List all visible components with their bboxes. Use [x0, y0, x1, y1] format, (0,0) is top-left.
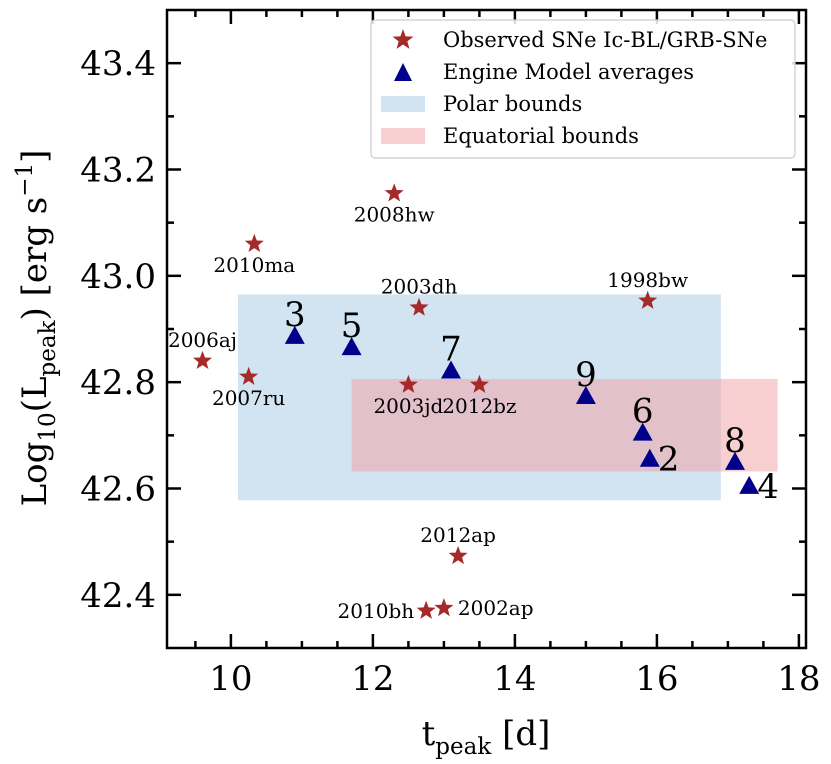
observed-point-2007ru [239, 366, 259, 385]
y-axis-label: Log10(Lpeak) [erg s−1] [12, 150, 61, 507]
observed-label-2003dh: 2003dh [381, 275, 458, 299]
model-point-6 [632, 422, 653, 441]
observed-label-1998bw: 1998bw [607, 268, 688, 292]
legend-label-polar: Polar bounds [443, 92, 582, 116]
observed-point-2010bh [416, 600, 436, 619]
model-point-9 [575, 385, 596, 404]
plot-frame [165, 8, 808, 650]
observed-label-2010ma: 2010ma [213, 253, 295, 277]
model-label-6: 6 [632, 392, 654, 432]
legend-label-models: Engine Model averages [443, 60, 694, 84]
y-tick-label: 42.4 [80, 576, 156, 616]
observed-label-2007ru: 2007ru [212, 386, 285, 410]
observed-label-2010bh: 2010bh [338, 599, 415, 623]
axis-ticks: 10 12 14 16 18 42.4 42.6 42.8 43.0 43.2 43.4 [80, 10, 821, 699]
model-label-7: 7 [440, 329, 462, 369]
y-tick-label: 43.0 [80, 257, 156, 297]
y-tick-label: 43.2 [80, 151, 156, 191]
model-label-2: 2 [658, 440, 680, 480]
x-tick-label: 12 [351, 659, 394, 699]
model-point-4 [739, 475, 760, 494]
model-point-7 [441, 360, 461, 379]
data-points: 1998bw 2002ap 2003dh 2003jd 2006aj 2007ru 2008… [168, 183, 779, 623]
model-label-5: 5 [341, 306, 363, 346]
legend-box [370, 19, 796, 159]
model-label-9: 9 [575, 355, 597, 395]
y-tick-label: 43.4 [80, 44, 156, 84]
observed-label-2012bz: 2012bz [442, 394, 516, 418]
region-equatorial [351, 378, 778, 472]
x-tick-label: 18 [777, 659, 820, 699]
x-tick-label: 14 [493, 659, 536, 699]
legend-label-equatorial: Equatorial bounds [443, 124, 639, 148]
observed-point-2006aj [193, 350, 212, 369]
observed-label-2012ap: 2012ap [420, 523, 496, 547]
shaded-regions [238, 294, 778, 501]
x-tick-label: 16 [635, 659, 678, 699]
observed-label-2008hw: 2008hw [354, 202, 435, 226]
observed-point-2010ma [244, 233, 264, 252]
x-axis-label: tpeak [d] [422, 714, 551, 760]
observed-point-2003dh [409, 297, 429, 316]
model-label-4: 4 [757, 467, 779, 507]
legend-label-observed: Observed SNe Ic-BL/GRB-SNe [443, 28, 767, 52]
observed-point-2002ap [434, 598, 454, 617]
model-point-5 [341, 337, 362, 356]
model-label-8: 8 [724, 421, 746, 461]
legend-equatorial-patch [381, 128, 425, 144]
legend-star-icon [392, 29, 414, 49]
model-label-3: 3 [284, 295, 306, 335]
x-tick-label: 10 [209, 659, 252, 699]
legend-polar-patch [381, 96, 425, 112]
y-tick-label: 42.8 [80, 363, 156, 403]
observed-point-2003jd [398, 374, 418, 393]
observed-point-2012bz [469, 374, 489, 393]
observed-point-2012ap [448, 546, 468, 565]
model-point-3 [284, 325, 305, 344]
model-point-2 [639, 448, 660, 467]
legend: Observed SNe Ic-BL/GRB-SNe Engine Model … [370, 19, 796, 159]
observed-point-2008hw [384, 183, 404, 202]
legend-triangle-icon [394, 63, 412, 81]
y-tick-label: 42.6 [80, 470, 156, 510]
model-point-8 [725, 451, 745, 470]
observed-label-2006aj: 2006aj [168, 328, 237, 352]
observed-point-1998bw [638, 290, 658, 309]
observed-label-2003jd: 2003jd [373, 394, 443, 418]
observed-label-2002ap: 2002ap [458, 596, 534, 620]
